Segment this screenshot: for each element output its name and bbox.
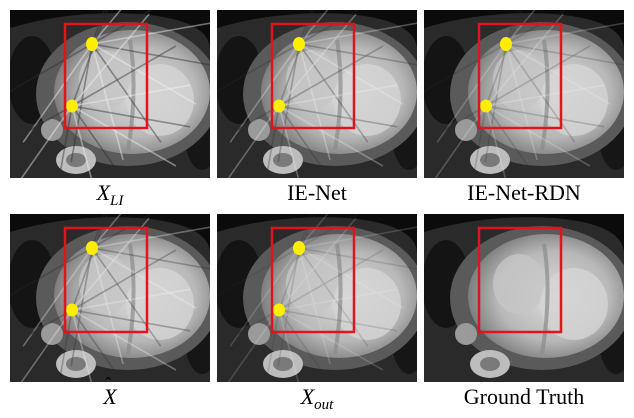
metal-marker-lower: [66, 99, 78, 113]
chamber-right: [126, 268, 194, 340]
septum: [333, 39, 343, 151]
ct-panel-ienet-rdn: [424, 10, 624, 178]
ct-image: [10, 214, 210, 382]
septum: [126, 39, 136, 151]
chamber-right: [333, 64, 401, 136]
caption-xli: XLI: [96, 180, 124, 209]
metal-marker-upper: [293, 37, 305, 51]
ct-image: [424, 10, 624, 178]
septum: [126, 243, 136, 355]
metal-marker-lower: [273, 303, 285, 317]
ct-image: [217, 214, 417, 382]
aorta: [455, 119, 477, 141]
caption-xout: Xout: [300, 384, 334, 413]
vertebra-core: [480, 357, 500, 371]
chamber-left: [286, 50, 338, 110]
chamber-left: [79, 254, 131, 314]
vertebra-core: [66, 357, 86, 371]
roi-box: [63, 226, 149, 334]
caption-ground-truth: Ground Truth: [463, 384, 585, 409]
chamber-right: [333, 268, 401, 340]
chamber-left: [493, 254, 545, 314]
ct-panel-xout: [217, 214, 417, 382]
metal-artifacts: [424, 10, 624, 178]
metal-marker-lower: [273, 99, 285, 113]
aorta: [248, 323, 270, 345]
vertebra-core: [273, 153, 293, 167]
chamber-left: [493, 50, 545, 110]
chamber-right: [540, 268, 608, 340]
aorta: [455, 323, 477, 345]
caption-ienet: IE-Net: [287, 180, 347, 205]
chamber-right: [540, 64, 608, 136]
ct-panel-xli: [10, 10, 210, 178]
metal-marker-upper: [86, 241, 98, 255]
chamber-left: [286, 254, 338, 314]
roi-box: [270, 226, 356, 334]
metal-marker-lower: [480, 99, 492, 113]
chamber-left: [79, 50, 131, 110]
vertebra-core: [66, 153, 86, 167]
septum: [540, 39, 550, 151]
ct-panel-xhat: [10, 214, 210, 382]
metal-marker-lower: [66, 303, 78, 317]
metal-artifacts: [217, 214, 417, 382]
metal-marker-upper: [293, 241, 305, 255]
ct-panel-ienet: [217, 10, 417, 178]
aorta: [248, 119, 270, 141]
septum: [333, 243, 343, 355]
caption-ienet-rdn: IE-Net-RDN: [467, 180, 581, 205]
roi-box: [63, 22, 149, 130]
metal-artifacts: [217, 10, 417, 178]
ct-image: [217, 10, 417, 178]
aorta: [41, 119, 63, 141]
ct-image: [424, 214, 624, 382]
aorta: [41, 323, 63, 345]
roi-box: [270, 22, 356, 130]
roi-box: [477, 226, 563, 334]
septum: [540, 243, 550, 355]
vertebra-core: [273, 357, 293, 371]
metal-marker-upper: [86, 37, 98, 51]
metal-marker-upper: [500, 37, 512, 51]
ct-image: [10, 10, 210, 178]
roi-box: [477, 22, 563, 130]
ct-panel-ground-truth: [424, 214, 624, 382]
vertebra-core: [480, 153, 500, 167]
chamber-right: [126, 64, 194, 136]
